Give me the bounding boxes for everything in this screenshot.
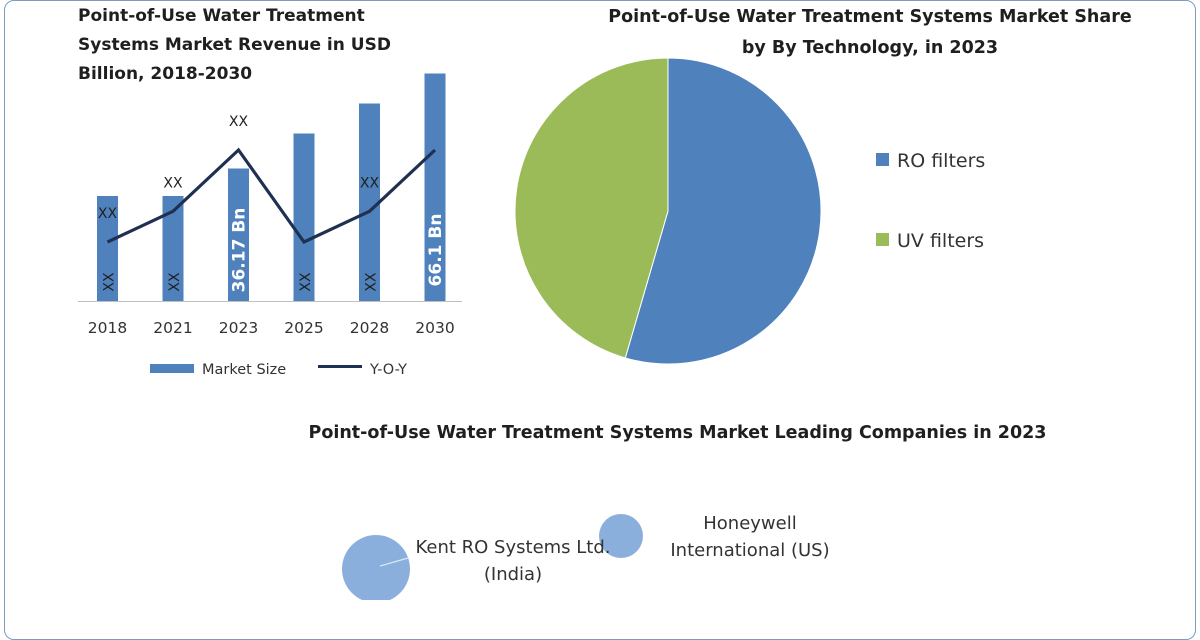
x-tick-2021: 2021 <box>153 319 192 337</box>
legend-yoy: Y-O-Y <box>318 362 407 378</box>
bar-label-2028: XX <box>364 272 380 292</box>
companies-chart-title: Point-of-Use Water Treatment Systems Mar… <box>308 423 1047 443</box>
bar-label-2018: XX <box>102 272 118 292</box>
legend-yoy-label: Y-O-Y <box>370 362 407 378</box>
legend-ro-label: RO filters <box>897 150 986 172</box>
pie-chart <box>514 57 822 365</box>
bubble-0 <box>342 535 410 600</box>
bar-label-2025: XX <box>298 272 314 292</box>
x-tick-2018: 2018 <box>88 319 127 337</box>
bar-label-2021: XX <box>167 272 183 292</box>
yoy-label-2028: XX <box>360 175 380 191</box>
bubble-1 <box>599 514 643 558</box>
bubble-leader-kent <box>379 557 409 567</box>
pie-slice-uv-filters <box>514 57 669 359</box>
legend-uv-swatch <box>876 233 889 246</box>
pie-chart-title: Point-of-Use Water Treatment Systems Mar… <box>608 7 1132 58</box>
bar-2023 <box>228 168 249 301</box>
bar-2028 <box>359 103 380 301</box>
company-label-kent: Kent RO Systems Ltd. (India) <box>415 537 611 585</box>
bar-2025 <box>293 133 315 301</box>
legend-ro-filters: RO filters <box>876 150 985 172</box>
company-label-honeywell: Honeywell International (US) <box>670 513 830 561</box>
x-tick-2023: 2023 <box>219 319 258 337</box>
legend-uv-label: UV filters <box>897 230 985 252</box>
companies-bubble-chart <box>342 514 643 600</box>
x-tick-2028: 2028 <box>350 319 389 337</box>
legend-bar-swatch <box>150 363 194 373</box>
x-tick-2030: 2030 <box>415 319 454 337</box>
bar-chart: 2018 2021 2023 2025 2028 2030 XX XX 36.17 Bn XX XX… <box>78 73 462 337</box>
legend-market-size: Market Size <box>150 362 286 378</box>
pie-slice-ro-filters <box>624 57 822 365</box>
x-tick-2025: 2025 <box>284 319 323 337</box>
bar-2018 <box>97 196 118 301</box>
bar-label-2023: 36.17 Bn <box>230 208 250 293</box>
yoy-label-2021: XX <box>163 175 183 191</box>
yoy-label-2018: XX <box>98 206 118 222</box>
bar-2030 <box>424 73 446 301</box>
legend-line-swatch <box>318 364 362 368</box>
bar-2021 <box>162 196 184 301</box>
bar-label-2030: 66.1 Bn <box>426 214 446 287</box>
legend-ro-swatch <box>876 153 889 166</box>
legend-market-size-label: Market Size <box>202 362 287 378</box>
legend-uv-filters: UV filters <box>876 230 984 252</box>
yoy-line <box>106 147 437 245</box>
yoy-label-2023: XX <box>229 114 249 130</box>
bar-chart-title: Point-of-Use Water Treatment Systems Mar… <box>78 6 391 84</box>
